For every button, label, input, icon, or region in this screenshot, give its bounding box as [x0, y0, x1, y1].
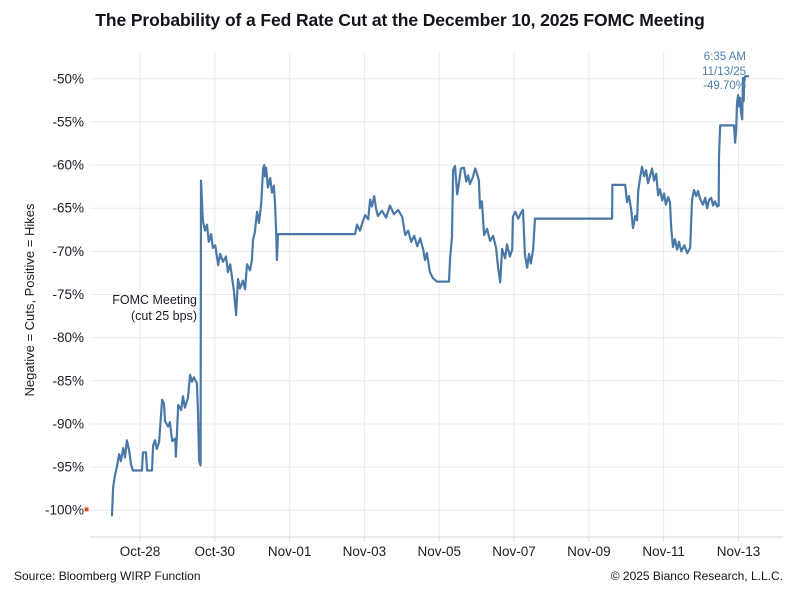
x-tick-label: Nov-03 — [343, 544, 387, 559]
y-tick-label: -80% — [52, 330, 84, 345]
probability-line — [110, 75, 750, 517]
y-tick-label: -100% — [45, 503, 84, 518]
copyright-note: © 2025 Bianco Research, L.L.C. — [610, 569, 783, 583]
latest-time: 6:35 AM — [703, 51, 746, 63]
latest-date: 11/13/25 — [702, 65, 746, 78]
x-tick-label: Nov-07 — [492, 544, 536, 559]
y-tick-label: -50% — [52, 71, 84, 86]
x-tick-label: Nov-01 — [268, 544, 312, 559]
x-tick-label: Nov-11 — [642, 544, 685, 559]
latest-value: -49.70% — [703, 80, 746, 92]
x-tick-label: Oct-30 — [195, 544, 236, 559]
x-tick-label: Oct-28 — [120, 544, 161, 559]
y-tick-label: -95% — [52, 460, 84, 475]
y-tick-label: -55% — [52, 114, 84, 129]
y-tick-label: -60% — [52, 158, 84, 173]
x-tick-label: Nov-13 — [717, 544, 761, 559]
fomc-annotation-line1: FOMC Meeting — [112, 293, 197, 307]
y-axis-title: Negative = Cuts, Positive = Hikes — [22, 203, 37, 397]
x-tick-label: Nov-09 — [567, 544, 611, 559]
source-note: Source: Bloomberg WIRP Function — [14, 569, 201, 583]
x-tick-label: Nov-05 — [417, 544, 461, 559]
fomc-annotation-line2: (cut 25 bps) — [130, 309, 197, 323]
fomc-annotation: FOMC Meeting (cut 25 bps) — [47, 292, 197, 324]
y-tick-label: -70% — [52, 244, 84, 259]
series-start-marker — [84, 507, 89, 512]
y-tick-label: -90% — [52, 416, 84, 431]
y-tick-label: -65% — [52, 201, 84, 216]
latest-value-annotation: 6:35 AM 11/13/25 -49.70% — [626, 50, 746, 94]
y-tick-label: -75% — [52, 287, 84, 302]
y-tick-label: -85% — [52, 373, 84, 388]
chart-title: The Probability of a Fed Rate Cut at the… — [95, 10, 705, 30]
